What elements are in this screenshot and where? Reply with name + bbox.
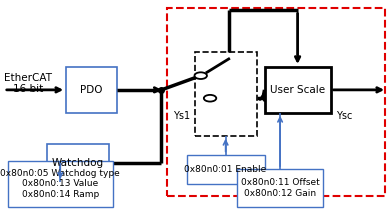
Bar bbox=[167, 8, 385, 196]
Text: Watchdog: Watchdog bbox=[52, 158, 104, 168]
Text: User Scale: User Scale bbox=[270, 85, 325, 95]
Circle shape bbox=[194, 72, 207, 79]
Bar bbox=[8, 161, 113, 207]
Text: 0x80n0:05 Watchdog type
0x80n0:13 Value
0x80n0:14 Ramp: 0x80n0:05 Watchdog type 0x80n0:13 Value … bbox=[0, 169, 120, 199]
Circle shape bbox=[204, 95, 216, 102]
Text: PDO: PDO bbox=[80, 85, 103, 95]
Text: 0x80n0:01 Enable: 0x80n0:01 Enable bbox=[184, 165, 267, 174]
Text: Ysc: Ysc bbox=[336, 111, 353, 121]
Bar bbox=[237, 169, 323, 207]
Bar bbox=[47, 144, 109, 182]
Text: EtherCAT
16 bit: EtherCAT 16 bit bbox=[4, 73, 52, 94]
Bar bbox=[265, 67, 331, 113]
Bar bbox=[194, 52, 257, 136]
Text: 0x80n0:11 Offset
0x80n0:12 Gain: 0x80n0:11 Offset 0x80n0:12 Gain bbox=[241, 178, 319, 198]
Text: Ys1: Ys1 bbox=[173, 111, 190, 121]
Bar bbox=[66, 67, 117, 113]
Bar bbox=[187, 155, 265, 184]
